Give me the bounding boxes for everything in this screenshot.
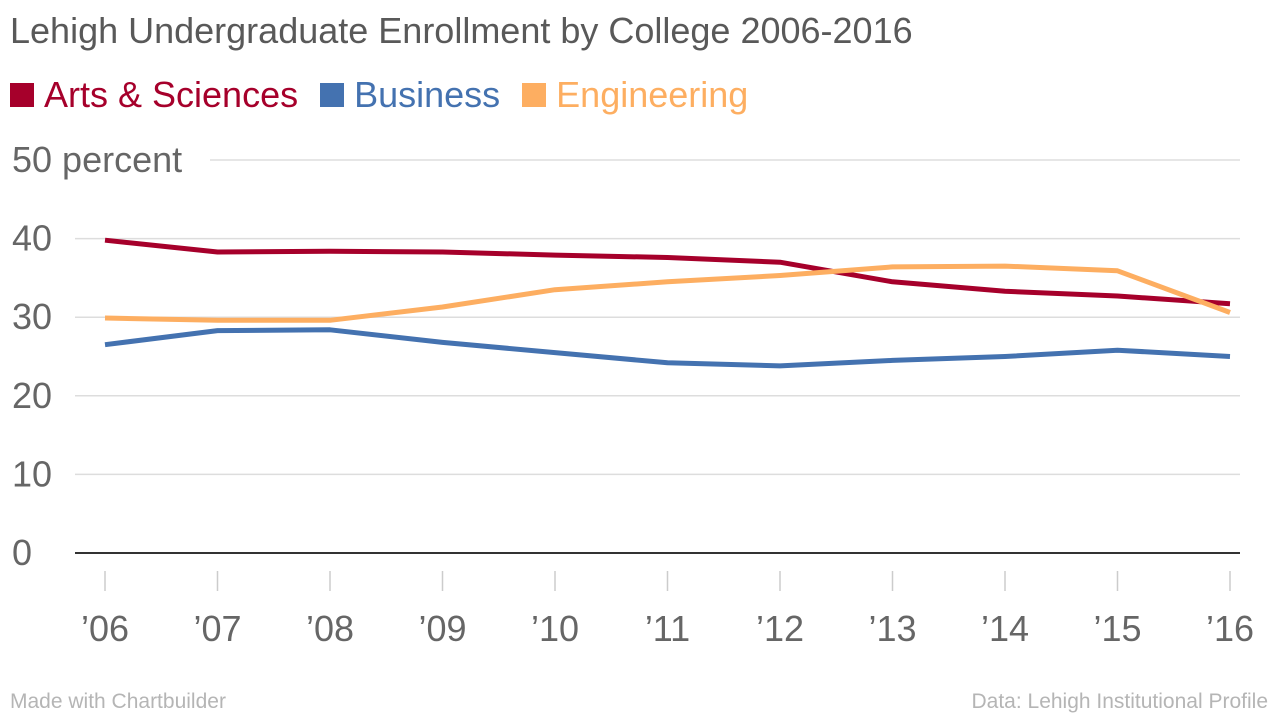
x-tick-label: ’16	[1206, 608, 1254, 649]
footer-credit: Made with Chartbuilder	[10, 690, 226, 713]
x-tick-label: ’07	[193, 608, 241, 649]
legend-label-arts-sciences: Arts & Sciences	[44, 74, 299, 115]
footer-source: Data: Lehigh Institutional Profile	[971, 690, 1268, 713]
legend-swatch-arts-sciences	[10, 83, 34, 107]
legend-swatch-business	[320, 83, 345, 107]
y-tick-label: 40	[12, 218, 52, 259]
y-tick-label: 0	[12, 532, 32, 573]
legend-label-engineering: Engineering	[556, 74, 749, 115]
legend-item-arts-sciences: Arts & Sciences	[10, 74, 298, 116]
series-line-arts-sciences	[104, 237, 1231, 307]
legend: Arts & Sciences Business Engineering	[10, 74, 770, 116]
y-tick-label: 30	[12, 296, 52, 337]
x-tick-label: ’06	[81, 608, 129, 649]
x-tick-label: ’09	[418, 608, 466, 649]
x-tick-label: ’13	[868, 608, 916, 649]
legend-swatch-engineering	[522, 83, 547, 107]
series-line-engineering	[104, 263, 1231, 323]
y-tick-label: 20	[12, 375, 52, 416]
x-tick-label: ’11	[645, 608, 690, 649]
x-tick-label: ’15	[1093, 608, 1141, 649]
chart-title: Lehigh Undergraduate Enrollment by Colle…	[10, 10, 913, 51]
x-tick-label: ’10	[531, 608, 579, 649]
legend-label-business: Business	[354, 74, 501, 115]
y-tick-label: 50 percent	[12, 139, 182, 180]
x-tick-label: ’08	[306, 608, 354, 649]
legend-item-business: Business	[320, 74, 500, 116]
y-tick-label: 10	[12, 453, 52, 494]
series-line-business	[104, 327, 1231, 369]
x-tick-label: ’14	[981, 608, 1029, 649]
x-tick-label: ’12	[756, 608, 804, 649]
legend-item-engineering: Engineering	[522, 74, 748, 116]
